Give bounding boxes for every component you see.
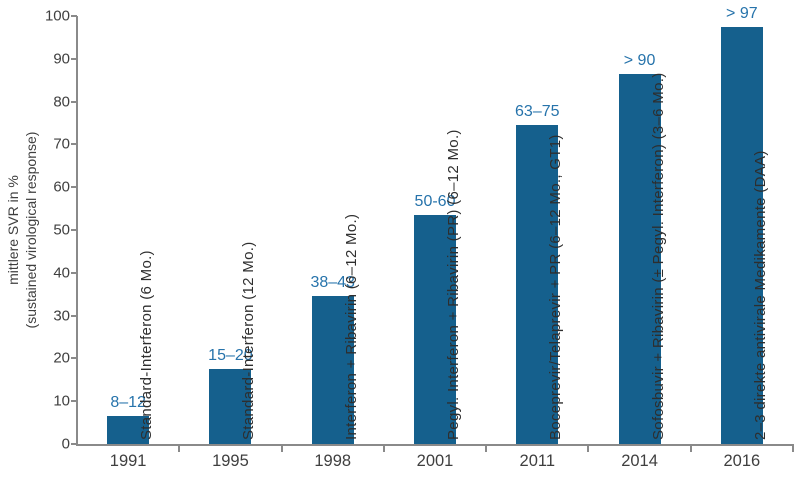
x-tick-label-1995: 1995 xyxy=(212,452,249,470)
y-tick-label: 70 xyxy=(53,135,70,153)
y-tick-mark xyxy=(71,357,77,360)
x-tick-label-2011: 2011 xyxy=(519,452,556,470)
bar-2011 xyxy=(516,125,559,444)
bar-annotation: 2–3 direkte antivirale Medikamente (DAA) xyxy=(751,150,769,440)
bar-value-label: 50-60 xyxy=(414,193,456,211)
x-tick-label-1991: 1991 xyxy=(109,452,147,470)
bar-annotation: Standard-Interferon (6 Mo.) xyxy=(138,250,156,440)
bar-2001 xyxy=(414,215,456,444)
y-tick-mark xyxy=(71,443,77,445)
bar-annotation: Pegyl. Interferon + Ribavirin (PR) (6–12… xyxy=(445,129,462,440)
x-tick-mark xyxy=(792,446,794,452)
bar-value-label: 15–20 xyxy=(208,347,253,365)
bar-2014 xyxy=(618,73,661,444)
x-tick-label-2016: 2016 xyxy=(723,452,761,470)
y-tick-label: 10 xyxy=(53,392,70,410)
y-tick-label: 20 xyxy=(53,349,70,367)
y-tick-label: 50 xyxy=(53,221,70,239)
x-tick-label-1998: 1998 xyxy=(314,452,352,470)
x-tick-label-2014: 2014 xyxy=(621,452,658,470)
bar-2016 xyxy=(720,26,763,444)
x-tick-label-2001: 2001 xyxy=(416,452,454,470)
bar-value-label: 63–75 xyxy=(515,103,560,121)
x-tick-mark xyxy=(280,446,283,452)
y-tick-label: 40 xyxy=(53,264,70,282)
y-tick-label: 60 xyxy=(53,178,70,196)
bar-1991 xyxy=(107,416,150,444)
bar-annotation: Interferon + Ribavirin (6–12 Mo.) xyxy=(342,213,360,440)
y-tick-mark xyxy=(71,100,77,103)
y-tick-mark xyxy=(71,271,77,274)
bar-value-label: > 90 xyxy=(623,51,656,69)
y-tick-mark xyxy=(71,314,77,317)
bar-1995 xyxy=(209,369,252,444)
y-tick-mark xyxy=(71,186,77,189)
y-tick-mark xyxy=(71,57,77,60)
y-tick-mark xyxy=(71,229,77,231)
bar-annotation: Boceprevir/Telaprevir + PR (6–12 Mo., GT… xyxy=(547,134,565,440)
bar-annotation: Standard-Interferon (12 Mo.) xyxy=(240,241,258,441)
x-tick-mark xyxy=(178,446,181,452)
bar-value-label: 38–43 xyxy=(310,274,355,292)
bar-annotation: Sofosbuvir + Ribavirin (± Pegyl. Interfe… xyxy=(649,72,667,441)
bar-value-label: > 97 xyxy=(726,4,758,22)
bar-1998 xyxy=(311,296,354,444)
y-tick-label: 30 xyxy=(53,306,70,324)
y-tick-mark xyxy=(71,400,77,403)
x-tick-mark xyxy=(689,446,692,452)
x-axis-line xyxy=(76,444,794,446)
y-tick-label: 0 xyxy=(61,435,70,453)
y-tick-mark xyxy=(71,143,77,146)
x-tick-mark xyxy=(587,446,590,452)
x-tick-mark xyxy=(382,446,385,452)
y-axis-line xyxy=(76,16,78,446)
x-tick-mark xyxy=(485,446,488,452)
y-tick-label: 100 xyxy=(44,7,70,25)
y-tick-mark xyxy=(71,15,77,17)
y-tick-label: 80 xyxy=(53,92,70,110)
bar-value-label: 8–12 xyxy=(110,394,146,412)
y-tick-label: 90 xyxy=(53,50,70,68)
